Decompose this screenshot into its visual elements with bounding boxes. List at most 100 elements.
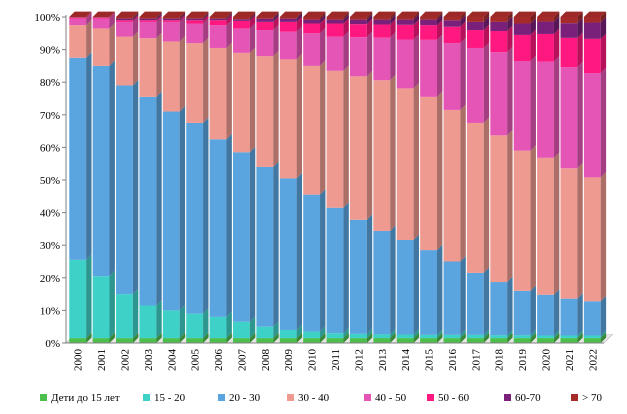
axes-group bbox=[65, 15, 604, 344]
bar-segment-side bbox=[109, 332, 115, 343]
bar-segment-side bbox=[460, 329, 466, 339]
bar-segment bbox=[92, 270, 115, 339]
bar-segment-front bbox=[443, 20, 461, 27]
bar-segment-front bbox=[116, 21, 133, 37]
bar-segment-front bbox=[116, 20, 133, 22]
bar-segment bbox=[349, 214, 373, 334]
bar-segment-front bbox=[92, 276, 110, 339]
bar-segment-front bbox=[256, 56, 274, 167]
bar-segment-side bbox=[179, 332, 186, 343]
bar-segment bbox=[349, 70, 373, 220]
bar-segment-front bbox=[537, 294, 554, 336]
bar-segment-front bbox=[233, 152, 250, 322]
bar-segment-side bbox=[436, 332, 443, 343]
bar-segment bbox=[69, 332, 92, 343]
bar-segment bbox=[116, 13, 139, 21]
bar-segment bbox=[537, 11, 560, 22]
bar-segment-front bbox=[466, 338, 484, 343]
bar-segment-side bbox=[436, 91, 443, 251]
bar-segment-front bbox=[490, 338, 508, 343]
x-tick-label: 2010 bbox=[307, 349, 319, 372]
bar-segment-front bbox=[583, 338, 601, 343]
bar-segment-front bbox=[69, 259, 87, 339]
bar-segment-front bbox=[233, 338, 250, 343]
bar-segment-side bbox=[273, 50, 279, 167]
bar-segment-front bbox=[443, 334, 461, 339]
bar-segment-side bbox=[483, 267, 490, 335]
bar-segment-front bbox=[162, 17, 180, 19]
bar-segment bbox=[583, 330, 607, 339]
y-tick-label: 10% bbox=[40, 305, 60, 317]
bar-segment bbox=[349, 332, 373, 343]
bar-segment-front bbox=[513, 17, 531, 24]
bar-segment bbox=[303, 326, 326, 339]
bar-segment-side bbox=[553, 56, 560, 158]
y-tick-label: 0% bbox=[45, 338, 60, 350]
bar-segment bbox=[443, 329, 466, 339]
bar-segment bbox=[92, 23, 115, 66]
bar-segment-front bbox=[303, 23, 321, 34]
bar-segment-side bbox=[366, 11, 373, 20]
bar-segment-side bbox=[460, 14, 466, 27]
bar-segment-side bbox=[249, 23, 256, 53]
bar-segment bbox=[443, 332, 466, 343]
bar-segment bbox=[420, 19, 443, 40]
bar-segment-front bbox=[513, 150, 531, 291]
bar-segment-side bbox=[249, 13, 256, 21]
bar-segment-side bbox=[436, 19, 443, 40]
bar-segment bbox=[373, 74, 396, 231]
x-tick-label: 2012 bbox=[353, 349, 365, 371]
bar-segment-front bbox=[443, 17, 461, 21]
bar-segment bbox=[513, 329, 536, 339]
bar-segment-front bbox=[139, 305, 157, 339]
bar-segment bbox=[466, 332, 490, 343]
bar-segment bbox=[233, 316, 256, 339]
bar-segment-front bbox=[396, 88, 414, 240]
bar-segment-front bbox=[513, 338, 531, 343]
bar-segment-side bbox=[203, 14, 209, 24]
bar-segment-front bbox=[583, 22, 601, 39]
bar-segment-side bbox=[109, 60, 115, 277]
bar-segment bbox=[209, 133, 232, 317]
bar-top-face bbox=[139, 11, 162, 17]
legend-swatch bbox=[504, 394, 511, 401]
bar-segment bbox=[326, 11, 349, 20]
bar-segment-front bbox=[490, 135, 508, 283]
bar-segment bbox=[186, 37, 209, 123]
bar-segment-side bbox=[436, 34, 443, 97]
bar-segment bbox=[92, 13, 115, 29]
x-tick-labels: 2000 2001 2002 2003 2004 2005 2006 2007 2008 2009… bbox=[73, 349, 600, 372]
x-tick-label: 2011 bbox=[330, 349, 342, 371]
bar-segment-side bbox=[390, 328, 396, 339]
bar-segment-side bbox=[226, 19, 232, 48]
legend-label: 60-70 bbox=[515, 392, 541, 404]
bar-segment bbox=[537, 289, 560, 336]
bar-segment-front bbox=[162, 20, 180, 22]
bar-segment bbox=[537, 330, 560, 339]
bar-segment-front bbox=[513, 290, 531, 336]
bar-segment bbox=[69, 12, 92, 19]
bar-segment-front bbox=[466, 21, 484, 31]
legend-swatch bbox=[287, 394, 294, 401]
bar-segment bbox=[349, 18, 373, 38]
bar-segment bbox=[139, 14, 162, 22]
bar-segment-side bbox=[343, 65, 349, 208]
bar-segment-front bbox=[560, 335, 578, 339]
bar-segment-front bbox=[373, 338, 391, 343]
bar-segment-side bbox=[600, 33, 607, 74]
bar-column-2022 bbox=[583, 11, 607, 343]
bar-segment-side bbox=[203, 332, 209, 343]
bar-segment-side bbox=[132, 288, 139, 339]
bar-segment bbox=[396, 19, 419, 40]
bar-segment bbox=[537, 56, 560, 158]
bar-segment-side bbox=[366, 332, 373, 343]
bar-segment-side bbox=[296, 324, 303, 339]
bar-segment-side bbox=[553, 28, 560, 62]
bar-segment-front bbox=[537, 157, 554, 295]
bar-column-2008 bbox=[256, 11, 279, 343]
bar-segment bbox=[186, 332, 209, 343]
bar-segment bbox=[233, 13, 256, 21]
bar-segment-front bbox=[513, 23, 531, 35]
bar-top-face bbox=[396, 11, 419, 17]
bar-segment-front bbox=[233, 17, 250, 20]
